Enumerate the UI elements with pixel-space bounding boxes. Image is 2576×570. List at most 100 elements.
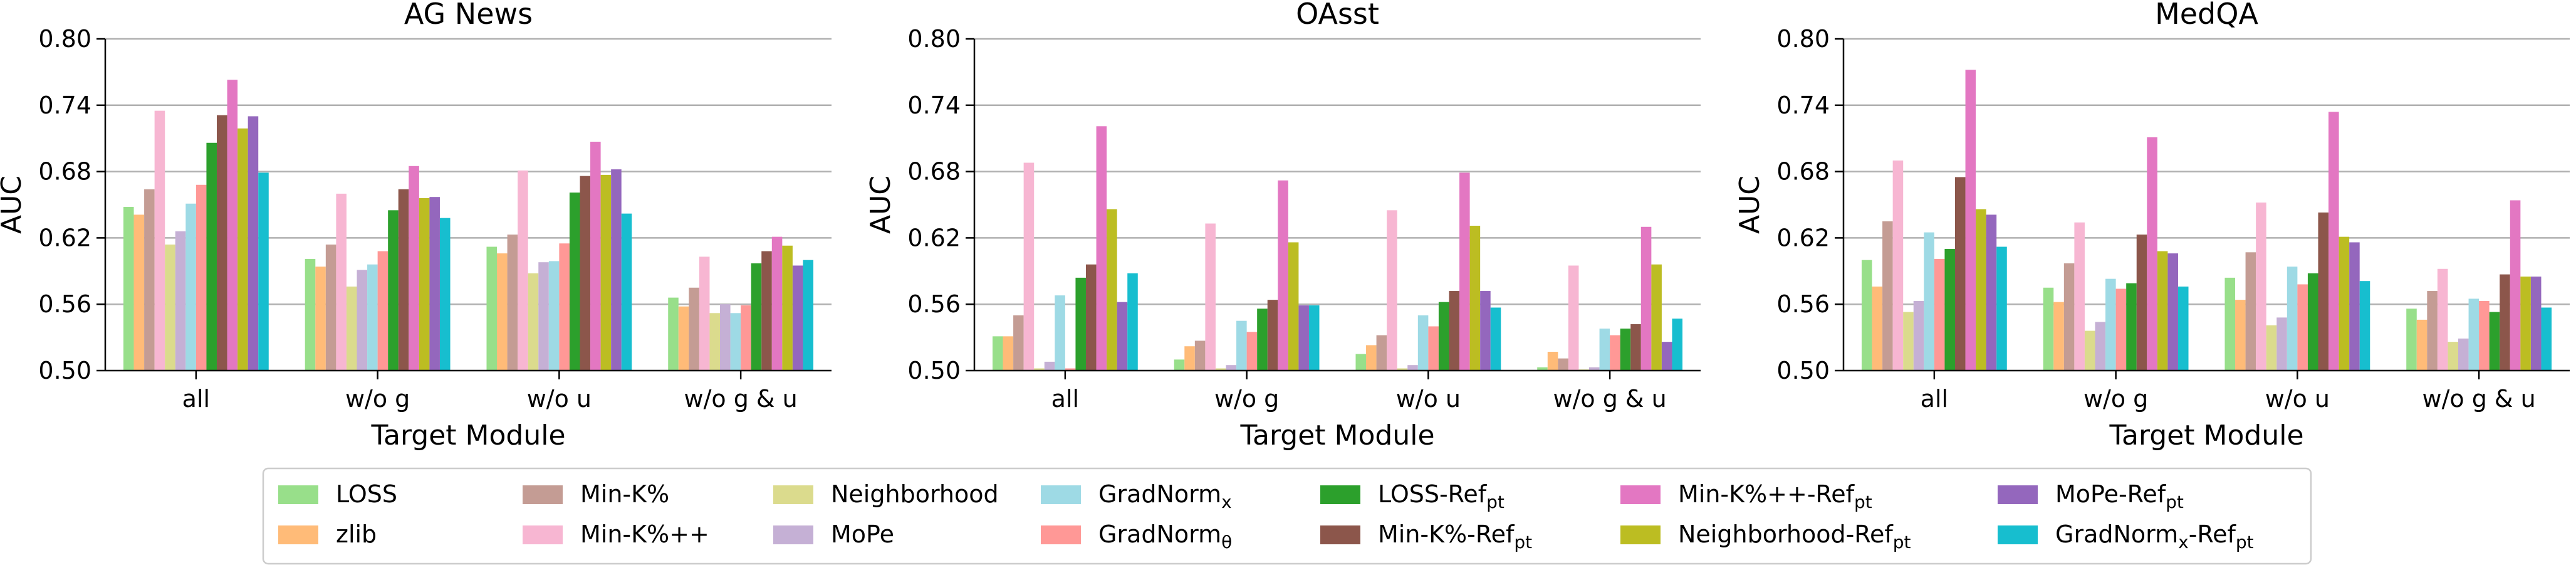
bar — [518, 170, 528, 371]
bar — [1640, 226, 1652, 371]
y-tick-label: 0.74 — [1776, 92, 1830, 119]
bar — [1913, 300, 1924, 371]
x-tick-label: w/o g — [2083, 385, 2148, 413]
legend-swatch — [1320, 525, 1360, 544]
legend-label-text: GradNorm — [1098, 520, 1221, 548]
bar — [486, 246, 498, 371]
bar — [346, 286, 357, 371]
bar — [1366, 345, 1377, 371]
bar — [1620, 328, 1631, 371]
legend-swatch — [278, 525, 318, 544]
y-tick-label: 0.56 — [38, 290, 91, 318]
legend-swatch — [523, 485, 563, 504]
bar — [2266, 325, 2277, 371]
legend-label-text: Min-K% — [580, 480, 669, 508]
bar — [569, 193, 580, 371]
bar — [206, 142, 217, 371]
panel-title: MedQA — [2155, 0, 2258, 31]
bar — [782, 245, 793, 371]
bar — [1934, 258, 1945, 371]
bar — [2105, 278, 2116, 371]
bar — [377, 251, 388, 371]
legend-frame — [262, 467, 2312, 565]
bar — [600, 174, 612, 371]
bar — [1397, 368, 1408, 371]
bar — [2126, 283, 2137, 371]
legend-swatch — [1620, 485, 1661, 504]
bar — [1376, 335, 1387, 371]
legend-swatch — [773, 485, 813, 504]
legend-label: LOSS — [336, 480, 397, 508]
legend-label-text: zlib — [336, 520, 377, 548]
bar — [1589, 367, 1600, 371]
legend-label-text: Min-K%++-Ref — [1678, 480, 1855, 508]
bar — [2074, 222, 2085, 371]
bar — [497, 253, 508, 371]
x-tick-label: all — [1921, 385, 1948, 413]
bar — [2276, 317, 2287, 371]
legend-swatch — [278, 485, 318, 504]
bar — [2224, 277, 2236, 371]
bar — [1278, 180, 1288, 371]
bar — [792, 265, 803, 371]
bar — [678, 306, 689, 371]
bar — [1267, 300, 1278, 371]
x-tick-label: all — [1051, 385, 1079, 413]
legend-swatch — [523, 525, 563, 544]
x-tick-label: w/o g & u — [684, 385, 798, 413]
bar — [2147, 137, 2157, 371]
legend-label-subscript: pt — [2166, 492, 2184, 512]
legend-label: Min-K%++-Refpt — [1678, 480, 1872, 512]
bar — [1469, 226, 1481, 371]
bar — [1547, 352, 1558, 371]
legend-label-subscript: pt — [1486, 492, 1504, 512]
bar — [2053, 302, 2064, 371]
bar — [771, 236, 783, 371]
bar — [2427, 291, 2438, 371]
bar — [2287, 267, 2298, 371]
legend-label-text: LOSS-Ref — [1378, 480, 1488, 508]
bar — [1892, 160, 1904, 371]
bar — [1672, 319, 1683, 371]
x-tick-label: all — [182, 385, 210, 413]
bar — [1872, 286, 1883, 371]
y-tick-label: 0.62 — [907, 224, 961, 251]
bar — [1107, 209, 1117, 371]
x-axis-title: Target Module — [2109, 420, 2303, 451]
y-tick-label: 0.50 — [1776, 357, 1830, 384]
y-axis-title: AUC — [1734, 176, 1766, 234]
bar — [1055, 295, 1065, 371]
legend-label-text: MoPe — [831, 520, 894, 548]
bar — [1407, 365, 1418, 371]
x-tick-label: w/o g — [345, 385, 410, 413]
bar — [1996, 246, 2007, 371]
bar — [367, 264, 378, 371]
legend-label-text: Min-K%++ — [580, 520, 709, 548]
bar — [1308, 305, 1320, 371]
bar — [165, 244, 175, 371]
y-tick-label: 0.74 — [907, 92, 961, 119]
bar — [227, 80, 238, 371]
bar — [761, 251, 772, 371]
legend-swatch — [1320, 485, 1360, 504]
bar — [2541, 307, 2552, 371]
bar — [2510, 200, 2521, 371]
bar — [144, 189, 155, 371]
bar — [1184, 346, 1195, 371]
bar — [2307, 273, 2318, 371]
bar — [123, 207, 134, 371]
bar — [1003, 336, 1014, 371]
x-tick-label: w/o u — [527, 385, 592, 413]
y-tick-label: 0.68 — [38, 158, 91, 186]
bar — [1537, 367, 1548, 371]
bar — [2349, 242, 2360, 371]
bar — [1246, 332, 1258, 371]
bar — [2458, 338, 2469, 371]
bar — [1194, 340, 1206, 371]
legend-label-subscript: x — [1221, 492, 1232, 512]
bar — [305, 258, 316, 371]
legend-label: Min-K%-Refpt — [1378, 520, 1532, 552]
legend-swatch — [1041, 485, 1081, 504]
legend-swatch — [1998, 485, 2038, 504]
bar — [538, 262, 549, 371]
